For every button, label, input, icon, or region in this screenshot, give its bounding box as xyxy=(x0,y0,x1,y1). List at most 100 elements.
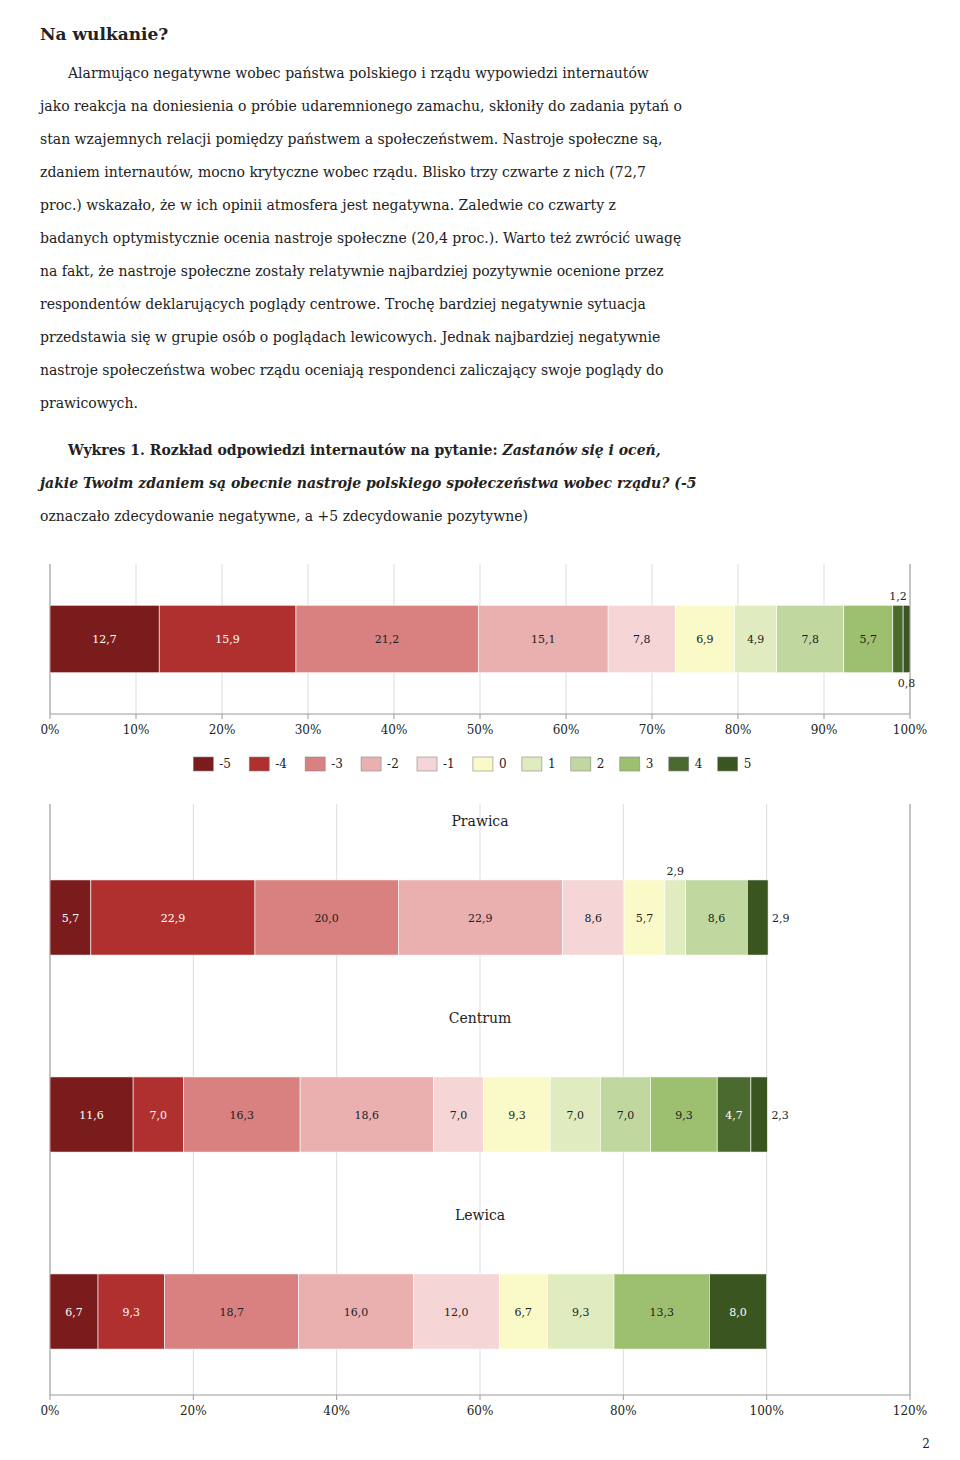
tick-label: 40% xyxy=(323,1404,350,1418)
bar-segment xyxy=(296,605,478,673)
page: Na wulkanie?Alarmująco negatywne wobec p… xyxy=(0,0,960,1460)
paragraph-line: Alarmująco negatywne wobec państwa polsk… xyxy=(67,65,649,81)
bar-segment xyxy=(499,1274,547,1349)
bar-segment xyxy=(903,605,910,673)
tick-mark xyxy=(480,1395,481,1400)
legend-swatch xyxy=(249,757,269,771)
tick-label: 80% xyxy=(725,723,752,737)
tick-mark xyxy=(824,714,825,719)
data-label: 7,0 xyxy=(617,1109,635,1122)
legend-label: 5 xyxy=(744,757,752,771)
tick-label: 80% xyxy=(610,1404,637,1418)
tick-mark xyxy=(394,714,395,719)
tick-label: 30% xyxy=(295,723,322,737)
legend-swatch xyxy=(417,757,437,771)
data-label: 22,9 xyxy=(468,912,493,925)
paragraph-line: jako reakcja na doniesienia o próbie uda… xyxy=(38,98,682,114)
bar-segment xyxy=(50,1077,133,1152)
tick-label: 0% xyxy=(40,1404,59,1418)
bars xyxy=(50,605,910,673)
data-label: 1,2 xyxy=(889,590,907,603)
data-label: 0,8 xyxy=(898,677,916,690)
data-label: 21,2 xyxy=(375,633,400,646)
data-label: 5,7 xyxy=(62,912,80,925)
legend-label: -1 xyxy=(443,757,455,771)
tick-mark xyxy=(910,1395,911,1400)
data-label: 9,3 xyxy=(508,1109,526,1122)
tick-mark xyxy=(652,714,653,719)
bar-segment xyxy=(735,605,777,673)
bar-segment xyxy=(484,1077,551,1152)
bar-segment xyxy=(777,605,844,673)
legend-swatch xyxy=(473,757,493,771)
data-label: 15,9 xyxy=(215,633,240,646)
chart: 0%20%40%60%80%100%120%5,722,920,022,98,6… xyxy=(40,804,927,1418)
bar-segment xyxy=(255,880,398,955)
tick-label: 50% xyxy=(467,723,494,737)
bar-segment xyxy=(747,880,768,955)
tick-label: 90% xyxy=(811,723,838,737)
tick-label: 20% xyxy=(209,723,236,737)
caption-line: oznaczało zdecydowanie negatywne, a +5 z… xyxy=(40,508,528,524)
data-label: 8,0 xyxy=(729,1306,747,1319)
bar-segment xyxy=(608,605,675,673)
bar-segment xyxy=(398,880,562,955)
tick-mark xyxy=(308,714,309,719)
data-label: 16,0 xyxy=(344,1306,369,1319)
legend-swatch xyxy=(522,757,542,771)
tick-mark xyxy=(766,1395,767,1400)
tick-mark xyxy=(738,714,739,719)
tick-mark xyxy=(566,714,567,719)
category-label: Centrum xyxy=(449,1010,512,1026)
bars xyxy=(50,880,768,1349)
paragraph-line: przedstawia się w grupie osób o poglądac… xyxy=(40,329,660,345)
bar-segment xyxy=(600,1077,650,1152)
bar-segment xyxy=(624,880,665,955)
bar-segment xyxy=(91,880,255,955)
legend-swatch xyxy=(718,757,738,771)
legend-label: 2 xyxy=(597,757,605,771)
bar-segment xyxy=(614,1274,709,1349)
tick-mark xyxy=(336,1395,337,1400)
data-label: 12,0 xyxy=(444,1306,469,1319)
data-label: 7,0 xyxy=(567,1109,585,1122)
data-label: 7,8 xyxy=(801,633,819,646)
tick-label: 60% xyxy=(467,1404,494,1418)
bar-segment xyxy=(675,605,734,673)
paragraph-line: na fakt, że nastroje społeczne zostały r… xyxy=(40,263,664,279)
caption-line: Wykres 1. Rozkład odpowiedzi internautów… xyxy=(67,442,661,458)
data-label: 9,3 xyxy=(675,1109,693,1122)
page-number: 2 xyxy=(922,1437,930,1451)
bar-segment xyxy=(665,880,686,955)
data-label: 2,3 xyxy=(771,1109,789,1122)
bar-segment xyxy=(709,1274,766,1349)
tick-label: 100% xyxy=(893,723,927,737)
data-label: 6,7 xyxy=(515,1306,533,1319)
legend-swatch xyxy=(361,757,381,771)
legend-label: -2 xyxy=(387,757,399,771)
bar-segment xyxy=(50,1274,98,1349)
data-label: 20,0 xyxy=(314,912,339,925)
data-label: 15,1 xyxy=(531,633,556,646)
tick-label: 60% xyxy=(553,723,580,737)
data-label: 4,9 xyxy=(747,633,765,646)
legend-label: -5 xyxy=(219,757,231,771)
legend-swatch xyxy=(620,757,640,771)
bar-segment xyxy=(165,1274,299,1349)
legend-swatch xyxy=(193,757,213,771)
data-label: 8,6 xyxy=(708,912,726,925)
legend-swatch xyxy=(305,757,325,771)
bar-segment xyxy=(159,605,296,673)
paragraph-line: stan wzajemnych relacji pomiędzy państwe… xyxy=(40,131,663,147)
paragraph-line: zdaniem internautów, mocno krytyczne wob… xyxy=(40,164,646,180)
bar-segment xyxy=(751,1077,767,1152)
data-label: 18,7 xyxy=(219,1306,244,1319)
category-label: Lewica xyxy=(455,1207,505,1223)
tick-mark xyxy=(910,714,911,719)
legend-label: 4 xyxy=(695,757,703,771)
data-label: 7,0 xyxy=(149,1109,167,1122)
caption-text: Zastanów się i oceń, xyxy=(501,442,660,458)
paragraph-line: respondentów deklarujących poglądy centr… xyxy=(40,296,646,312)
paragraph-line: nastroje społeczeństwa wobec rządu oceni… xyxy=(40,362,664,378)
paragraph-line: badanych optymistycznie ocenia nastroje … xyxy=(40,230,681,246)
